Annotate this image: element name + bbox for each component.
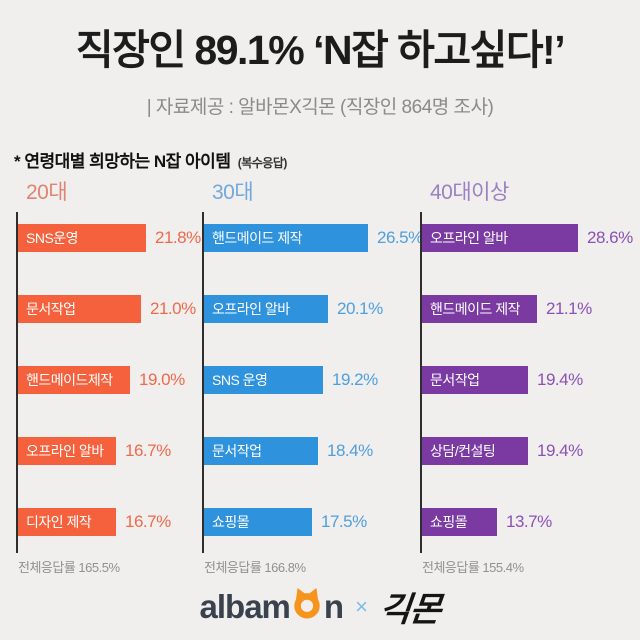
bar: SNS운영 [18,224,146,252]
group-axis-20s: SNS운영 21.8% 문서작업 21.0% 핸드메이드제작 19.0% 오프라인 알바 16… [16,212,204,553]
bar-row: SNS운영 21.8% [18,224,204,252]
bar-item-label: 오프라인 알바 [212,301,290,317]
bar: 오프라인 알바 [204,295,328,323]
bar: 핸드메이드 제작 [204,224,368,252]
bar-value: 16.7% [125,512,171,531]
bar-item-label: 쇼핑몰 [212,514,250,530]
bar-value: 21.1% [546,299,592,318]
x-separator: × [355,593,368,619]
bar: 디자인 제작 [18,508,116,536]
bar-row: 핸드메이드제작 19.0% [18,366,204,394]
bar-row: 상담/컨설팅 19.4% [422,437,632,465]
bar: SNS 운영 [204,366,323,394]
bar-item-label: 문서작업 [430,372,480,388]
group-header-40s: 40대이상 [430,181,509,204]
bar-item-label: SNS운영 [26,230,79,246]
gigmon-logo: 긱몬 [377,591,443,629]
bar-item-label: 핸드메이드제작 [26,372,113,388]
section-label: * 연령대별 희망하는 N잡 아이템 (복수응답) [14,147,287,172]
albamon-logo-text-right: n [323,587,344,625]
bar: 오프라인 알바 [422,224,578,252]
bar-value: 26.5% [377,228,423,247]
bar-value: 19.4% [537,370,583,389]
bar-item-label: 오프라인 알바 [430,230,508,246]
source-subtitle: | 자료제공 : 알바몬X긱몬 (직장인 864명 조사) [146,97,494,118]
bar-value: 19.4% [537,441,583,460]
bar-row: 문서작업 19.4% [422,366,632,394]
bar: 문서작업 [422,366,528,394]
bar-item-label: SNS 운영 [212,372,268,388]
bar-value: 13.7% [506,512,552,531]
group-column-40s: 40대이상 오프라인 알바 28.6% 핸드메이드 제작 21.1% 문서작업 19.4%… [420,176,633,576]
bar-row: 오프라인 알바 20.1% [204,295,420,323]
bar-row: 디자인 제작 16.7% [18,508,204,536]
bar-value: 19.2% [332,370,378,389]
bar: 핸드메이드제작 [18,366,130,394]
bar-value: 20.1% [337,299,383,318]
bar-row: 문서작업 21.0% [18,295,204,323]
bar-item-label: 상담/컨설팅 [430,443,496,459]
bar-row: 오프라인 알바 16.7% [18,437,204,465]
bar-row: 문서작업 18.4% [204,437,420,465]
albamon-cat-icon [294,587,320,619]
bar-row: 쇼핑몰 17.5% [204,508,420,536]
bar-row: 핸드메이드 제작 26.5% [204,224,423,252]
group-column-30s: 30대 핸드메이드 제작 26.5% 오프라인 알바 20.1% SNS 운영 19.2%… [202,176,423,576]
group-header-30s: 30대 [212,181,254,204]
total-response-40s: 전체응답률 155.4% [422,560,524,575]
albamon-logo-text-left: albam [199,587,291,625]
bar-value: 19.0% [139,370,185,389]
bar-item-label: 핸드메이드 제작 [212,230,303,246]
bar-value: 17.5% [321,512,367,531]
bar-value: 21.0% [150,299,196,318]
bar: 문서작업 [18,295,141,323]
bar: 핸드메이드 제작 [422,295,537,323]
bar-item-label: 문서작업 [212,443,262,459]
section-note: (복수응답) [237,156,288,170]
total-response-20s: 전체응답률 165.5% [18,560,120,575]
bar-row: SNS 운영 19.2% [204,366,420,394]
group-axis-40s: 오프라인 알바 28.6% 핸드메이드 제작 21.1% 문서작업 19.4% 상담/컨설팅… [420,212,633,553]
page-title: 직장인 89.1% ‘N잡 하고싶다!’ [75,27,566,73]
total-response-30s: 전체응답률 166.8% [204,560,306,575]
bar-row: 오프라인 알바 28.6% [422,224,633,252]
group-header-20s: 20대 [26,181,68,204]
bar-item-label: 쇼핑몰 [430,514,468,530]
bar: 상담/컨설팅 [422,437,528,465]
bar-item-label: 오프라인 알바 [26,443,104,459]
bar: 쇼핑몰 [204,508,312,536]
bar-value: 28.6% [587,228,633,247]
bar-item-label: 핸드메이드 제작 [430,301,521,317]
bar-row: 핸드메이드 제작 21.1% [422,295,632,323]
group-axis-30s: 핸드메이드 제작 26.5% 오프라인 알바 20.1% SNS 운영 19.2% 문서작업… [202,212,423,553]
footer-logos: albam n × 긱몬 [0,582,640,631]
bar-row: 쇼핑몰 13.7% [422,508,632,536]
bar-value: 16.7% [125,441,171,460]
bar-value: 18.4% [327,441,373,460]
bar-item-label: 문서작업 [26,301,76,317]
bar-value: 21.8% [155,228,201,247]
section-label-text: * 연령대별 희망하는 N잡 아이템 [14,152,231,171]
bar: 오프라인 알바 [18,437,116,465]
albamon-logo: albam n [199,587,345,626]
bar-item-label: 디자인 제작 [26,514,92,530]
group-column-20s: 20대 SNS운영 21.8% 문서작업 21.0% 핸드메이드제작 19.0% 오프라인 … [16,176,204,576]
bar: 문서작업 [204,437,318,465]
bar: 쇼핑몰 [422,508,497,536]
